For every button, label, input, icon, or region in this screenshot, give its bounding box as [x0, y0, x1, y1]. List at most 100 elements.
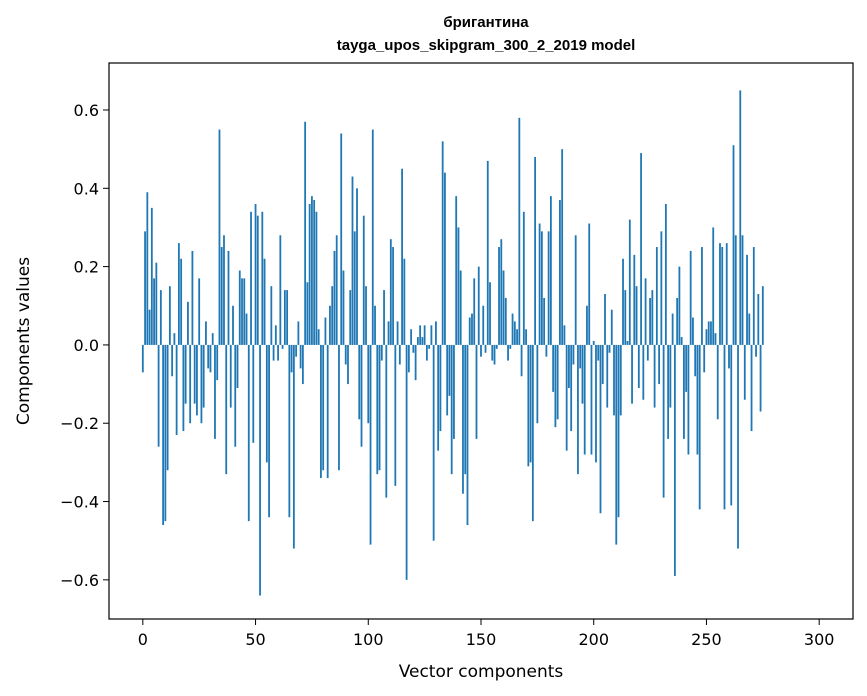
bar	[554, 344, 557, 428]
bar	[491, 344, 494, 361]
bar	[730, 344, 733, 506]
bar	[707, 321, 710, 345]
bar	[182, 344, 185, 432]
x-tick-label: 250	[691, 630, 722, 649]
bar	[187, 301, 189, 345]
bar	[475, 344, 478, 439]
bar	[207, 344, 210, 369]
y-axis-ticks: −0.6 −0.4 −0.2 0.0 0.2 0.4 0.6	[60, 101, 109, 590]
bar	[628, 219, 631, 345]
bar	[448, 344, 451, 396]
bar	[290, 344, 293, 373]
bar	[664, 203, 667, 345]
y-tick-label: 0.4	[74, 179, 99, 198]
bar	[446, 344, 449, 416]
bar	[229, 344, 232, 408]
bar	[673, 344, 676, 576]
bar	[671, 313, 674, 345]
bar	[489, 282, 491, 345]
bar	[755, 344, 757, 357]
bar	[577, 344, 579, 475]
bar	[660, 231, 663, 345]
bar	[410, 329, 413, 345]
bar	[403, 258, 406, 345]
bar	[338, 344, 340, 471]
bar	[615, 344, 618, 545]
bar	[450, 344, 453, 475]
bar	[561, 149, 564, 345]
bar	[238, 270, 241, 345]
bar	[685, 344, 688, 392]
bar	[579, 344, 582, 369]
bar	[538, 223, 541, 345]
bar	[362, 215, 365, 345]
bar	[694, 344, 697, 377]
y-tick-label: 0.6	[74, 101, 99, 120]
bar	[193, 344, 196, 404]
bar	[710, 321, 712, 345]
bar	[200, 344, 203, 424]
bar	[581, 344, 584, 404]
bar	[559, 200, 561, 345]
bar	[301, 344, 304, 385]
bar	[644, 278, 647, 345]
bar	[157, 344, 160, 447]
bar	[635, 286, 638, 345]
bar	[311, 196, 313, 345]
bar	[159, 290, 162, 345]
bar	[610, 309, 613, 345]
bar	[376, 344, 379, 475]
bar	[725, 243, 728, 345]
bar	[714, 333, 717, 345]
bar	[455, 196, 458, 345]
bar	[286, 290, 289, 345]
bar	[604, 294, 606, 345]
bar	[655, 247, 658, 345]
bar	[721, 247, 724, 345]
bar	[588, 223, 591, 345]
bar	[416, 337, 419, 345]
bar	[719, 243, 721, 345]
bar	[347, 344, 349, 385]
bar	[389, 239, 392, 345]
bar	[624, 290, 627, 345]
bar	[568, 344, 570, 388]
bar	[737, 344, 739, 549]
bar	[592, 341, 595, 345]
bar	[468, 317, 471, 345]
bar	[180, 258, 183, 345]
bar	[606, 344, 609, 408]
bar	[716, 344, 719, 420]
bar	[306, 282, 309, 345]
bar	[536, 344, 539, 424]
x-tick-label: 200	[578, 630, 609, 649]
bar	[631, 344, 633, 404]
bar	[658, 344, 661, 385]
bar	[640, 153, 642, 345]
chart-subtitle: tayga_upos_skipgram_300_2_2019 model	[337, 37, 636, 54]
bar	[464, 344, 467, 475]
chart-title: бригантина	[443, 14, 529, 31]
bar	[243, 278, 246, 345]
bar	[322, 344, 325, 471]
bar	[626, 341, 629, 345]
bar	[649, 297, 651, 345]
bar	[148, 309, 151, 345]
bar	[669, 344, 672, 408]
bar	[500, 239, 503, 345]
bar	[586, 305, 588, 345]
bar	[168, 286, 171, 345]
bar	[378, 344, 381, 471]
bar	[680, 337, 683, 345]
bar	[633, 254, 636, 345]
bar	[556, 344, 559, 420]
bar	[473, 278, 476, 345]
bar	[202, 344, 205, 408]
bar	[220, 247, 223, 345]
plot-area-frame	[108, 62, 854, 620]
x-tick-label: 100	[353, 630, 384, 649]
bar	[250, 211, 252, 345]
bar	[741, 235, 744, 345]
y-axis-label: Components values	[14, 257, 34, 425]
bar	[214, 344, 216, 439]
